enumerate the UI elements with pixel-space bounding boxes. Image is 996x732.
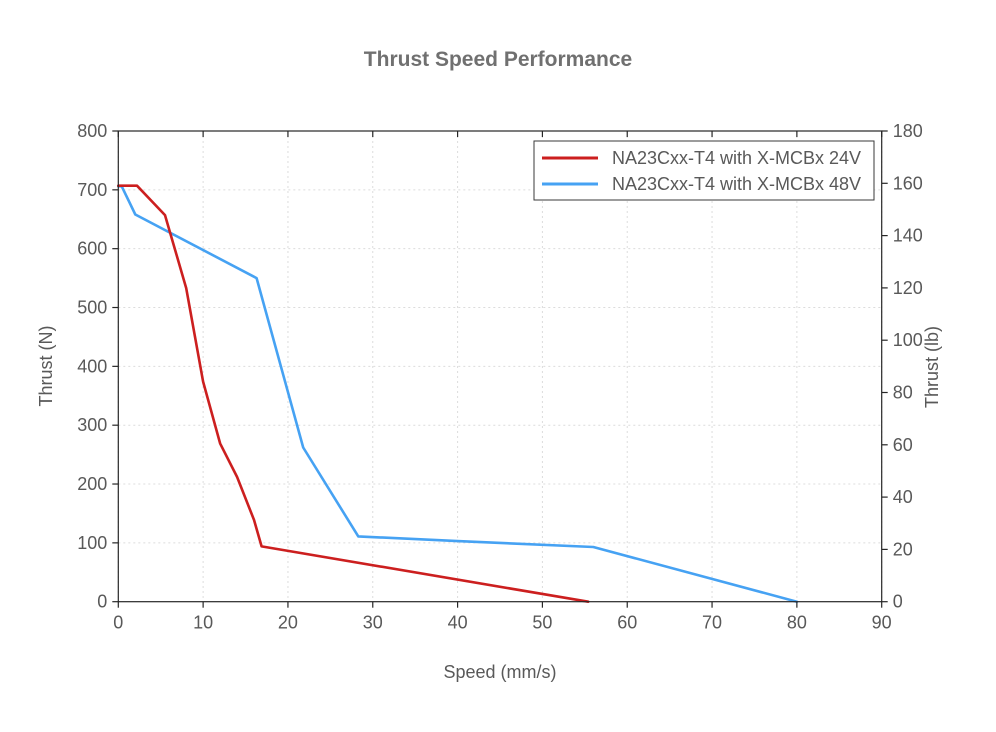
y-right-tick-label: 120 [893,278,923,298]
legend-box [533,140,875,201]
y-right-tick-label: 40 [893,487,913,507]
x-tick-label: 10 [193,613,213,633]
x-tick-label: 60 [617,613,637,633]
x-tick-label: 40 [448,613,468,633]
x-tick-label: 50 [532,613,552,633]
y-left-tick-label: 400 [77,356,107,376]
y-right-tick-label: 60 [893,435,913,455]
y-right-tick-label: 80 [893,383,913,403]
y-left-tick-label: 500 [77,298,107,318]
y-right-tick-label: 140 [893,226,923,246]
x-axis-label: Speed (mm/s) [443,662,556,682]
y-left-tick-label: 0 [97,592,107,612]
y-left-tick-label: 100 [77,533,107,553]
y-axis-label-left: Thrust (N) [36,326,56,407]
x-tick-label: 70 [702,613,722,633]
y-left-tick-label: 300 [77,415,107,435]
grid-layer [117,130,883,602]
y-left-tick-label: 800 [77,121,107,141]
axes-layer: 0 10 20 30 40 50 60 70 80 90010020030040050060070… [77,121,922,633]
y-right-tick-label: 160 [893,173,923,193]
y-right-tick-label: 180 [893,121,923,141]
series-line-0 [117,184,590,604]
series-layer [117,184,799,604]
x-tick-label: 20 [278,613,298,633]
x-tick-label: 30 [363,613,383,633]
series-line-1 [117,185,799,604]
x-tick-label: 0 [113,613,123,633]
y-right-tick-label: 100 [893,330,923,350]
legend-label-24v: NA23Cxx-T4 with X-MCBx 24V [612,148,861,168]
y-axis-label-right: Thrust (lb) [922,326,942,408]
legend-label-48v: NA23Cxx-T4 with X-MCBx 48V [612,174,861,194]
chart-title: Thrust Speed Performance [364,48,632,71]
y-right-tick-label: 0 [893,592,903,612]
y-left-tick-label: 600 [77,239,107,259]
legend: NA23Cxx-T4 with X-MCBx 24V NA23Cxx-T4 wi… [533,140,875,201]
y-right-tick-label: 20 [893,539,913,559]
x-tick-label: 90 [872,613,892,633]
y-left-tick-label: 200 [77,474,107,494]
x-tick-label: 80 [787,613,807,633]
y-left-tick-label: 700 [77,180,107,200]
